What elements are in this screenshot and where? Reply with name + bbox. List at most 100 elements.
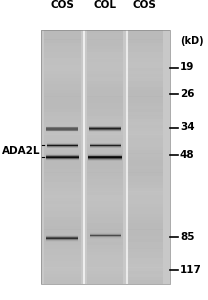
Bar (126, 207, 163, 211)
Bar (44, 109, 81, 112)
Bar (87, 176, 123, 179)
Bar (87, 232, 123, 236)
Bar (44, 118, 81, 122)
Bar (126, 258, 163, 261)
Text: 117: 117 (180, 265, 202, 275)
Bar (87, 248, 123, 252)
Bar (44, 245, 81, 249)
Bar (126, 153, 163, 157)
Bar (126, 230, 163, 233)
Bar (126, 90, 163, 93)
Bar (126, 217, 163, 220)
Bar (126, 55, 163, 58)
Bar (87, 100, 123, 103)
Bar (126, 226, 163, 230)
Bar (44, 125, 81, 128)
Bar (126, 191, 163, 195)
Bar (126, 223, 163, 226)
Bar (87, 134, 123, 138)
Bar (126, 239, 163, 242)
Bar (87, 80, 123, 84)
Bar (44, 242, 81, 245)
Bar (87, 112, 123, 116)
Bar (126, 118, 163, 122)
Bar (44, 134, 81, 138)
Bar (87, 163, 123, 166)
Bar (126, 211, 163, 214)
Bar (87, 172, 123, 176)
Bar (87, 122, 123, 125)
Bar (87, 207, 123, 211)
Bar (87, 30, 123, 284)
Bar (126, 134, 163, 138)
Bar (126, 280, 163, 283)
Bar (126, 131, 163, 135)
Bar (44, 264, 81, 268)
Bar (87, 71, 123, 74)
Bar (87, 141, 123, 144)
Bar (87, 128, 123, 131)
Bar (44, 46, 81, 49)
Bar (126, 176, 163, 179)
Bar (44, 49, 81, 52)
Bar (44, 185, 81, 188)
Text: 26: 26 (180, 89, 194, 100)
Bar (126, 195, 163, 198)
Bar (87, 77, 123, 81)
Bar (87, 55, 123, 58)
Bar (126, 61, 163, 65)
Bar (87, 198, 123, 201)
Bar (126, 74, 163, 77)
Bar (44, 207, 81, 211)
Bar (44, 55, 81, 58)
Bar (44, 214, 81, 217)
Bar (87, 61, 123, 65)
Bar (44, 176, 81, 179)
Bar (126, 109, 163, 112)
Bar (44, 172, 81, 176)
Bar (87, 280, 123, 283)
Bar (87, 109, 123, 112)
Bar (44, 220, 81, 223)
Bar (44, 223, 81, 226)
Bar (87, 169, 123, 172)
Bar (87, 65, 123, 68)
Bar (41, 30, 170, 284)
Bar (126, 179, 163, 182)
Text: COL: COL (94, 1, 116, 10)
Bar (44, 230, 81, 233)
Bar (44, 274, 81, 277)
Bar (126, 204, 163, 208)
Bar (44, 33, 81, 36)
Text: 34: 34 (180, 122, 194, 133)
Bar (126, 147, 163, 150)
Bar (44, 100, 81, 103)
Bar (126, 150, 163, 154)
Bar (126, 125, 163, 128)
Bar (87, 277, 123, 280)
Bar (87, 242, 123, 245)
Bar (126, 236, 163, 239)
Bar (44, 163, 81, 166)
Bar (126, 232, 163, 236)
Bar (126, 169, 163, 172)
Bar (44, 166, 81, 170)
Bar (87, 93, 123, 97)
Bar (44, 277, 81, 280)
Bar (87, 153, 123, 157)
Bar (44, 182, 81, 185)
Bar (44, 239, 81, 242)
Bar (126, 274, 163, 277)
Bar (87, 191, 123, 195)
Bar (126, 43, 163, 46)
Bar (126, 103, 163, 106)
Bar (126, 198, 163, 201)
Bar (126, 157, 163, 160)
Bar (87, 182, 123, 185)
Bar (87, 204, 123, 208)
Text: (kD): (kD) (180, 35, 204, 46)
Bar (87, 223, 123, 226)
Bar (87, 46, 123, 49)
Bar (87, 226, 123, 230)
Bar (44, 30, 81, 33)
